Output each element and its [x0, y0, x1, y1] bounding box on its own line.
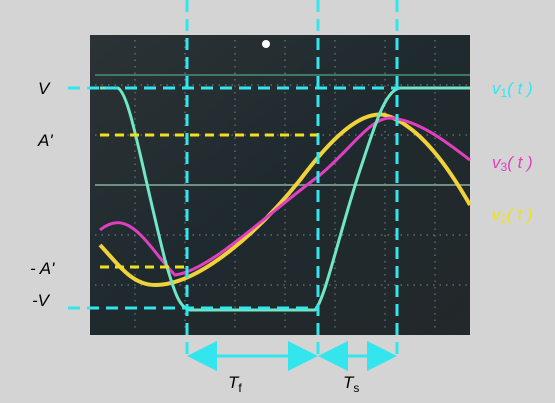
level-label: -V	[32, 291, 51, 310]
label-base: v	[492, 205, 502, 224]
trace-v2	[98, 112, 472, 288]
interval-label: Tf	[228, 373, 242, 395]
label-base: T	[228, 373, 240, 392]
label-sub: 3	[501, 160, 508, 174]
interval-label: Ts	[343, 373, 359, 395]
trace-label: v1( t )	[492, 79, 533, 100]
level-label: A'	[37, 131, 53, 150]
label-sub: s	[353, 381, 359, 395]
trace-label: v3( t )	[492, 153, 533, 174]
label-base: v	[492, 153, 502, 172]
trace-v1	[100, 86, 470, 312]
label-sub: 1	[501, 86, 508, 100]
scope-grid	[95, 40, 470, 330]
trace-label: v2( t )	[492, 205, 533, 226]
label-base: v	[492, 79, 502, 98]
label-arg: ( t )	[507, 153, 533, 172]
label-arg: ( t )	[507, 205, 533, 224]
level-label: V	[38, 79, 51, 98]
label-sub: f	[238, 381, 242, 395]
label-arg: ( t )	[507, 79, 533, 98]
label-base: T	[343, 373, 355, 392]
guides	[68, 0, 400, 358]
level-label: - A'	[30, 259, 55, 278]
scope-dot	[262, 40, 270, 48]
amp-guides	[100, 133, 318, 269]
trace-v3	[99, 116, 471, 277]
label-sub: 2	[501, 212, 508, 226]
